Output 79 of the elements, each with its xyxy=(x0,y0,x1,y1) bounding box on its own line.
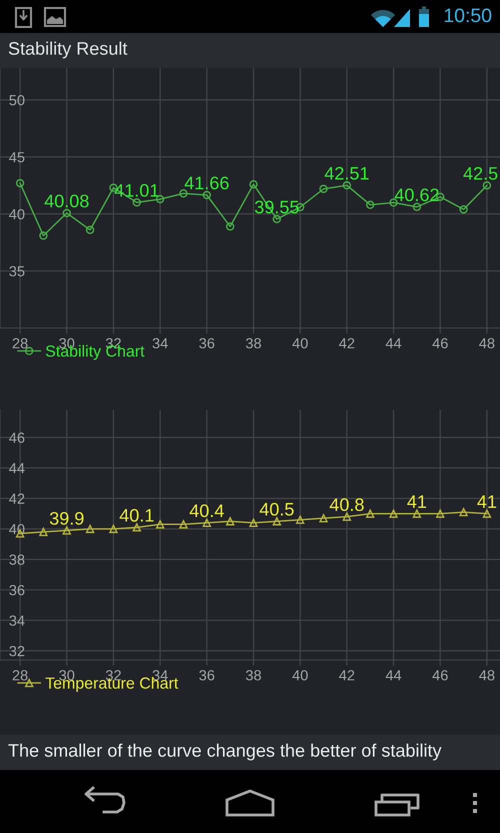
point xyxy=(319,184,328,194)
point xyxy=(16,179,24,188)
x-tick-label: 42 xyxy=(339,338,354,348)
data-label: 40.5 xyxy=(260,502,294,516)
x-tick-label: 36 xyxy=(199,670,214,680)
point xyxy=(389,509,398,518)
x-tick-label: 48 xyxy=(479,338,494,348)
data-label: 41 xyxy=(477,495,496,508)
point xyxy=(62,526,71,535)
point xyxy=(459,508,468,516)
y-tick-label: 42 xyxy=(9,494,24,504)
point xyxy=(226,517,234,526)
y-tick-label: 50 xyxy=(9,95,24,106)
y-tick-label: 40 xyxy=(9,209,24,220)
x-tick-label: 28 xyxy=(12,338,28,348)
point xyxy=(272,517,282,526)
point xyxy=(39,231,48,240)
chart-title: Stability Result xyxy=(8,42,128,58)
x-tick-label: 46 xyxy=(432,338,448,348)
point xyxy=(366,509,374,518)
x-tick-label: 28 xyxy=(12,670,28,680)
y-tick-label: 46 xyxy=(9,432,24,443)
point xyxy=(412,202,422,212)
x-tick-label: 46 xyxy=(432,670,448,680)
y-tick-label: 34 xyxy=(9,615,25,626)
y-tick-label: 38 xyxy=(9,554,24,565)
point xyxy=(39,528,48,536)
x-tick-label: 40 xyxy=(292,670,308,680)
point xyxy=(109,524,118,534)
x-tick-label: 38 xyxy=(246,670,261,680)
point xyxy=(366,200,374,210)
data-label: 40.08 xyxy=(44,194,89,208)
x-tick-label: 40 xyxy=(292,338,308,348)
point xyxy=(249,180,258,188)
point xyxy=(179,189,188,198)
point xyxy=(342,181,352,190)
data-label: 40.62 xyxy=(394,188,439,202)
data-label: 42.51 xyxy=(324,166,369,180)
point xyxy=(412,509,422,518)
point xyxy=(436,509,444,518)
data-label: 42.5 xyxy=(463,167,498,180)
point xyxy=(132,523,141,532)
data-label: 40.8 xyxy=(330,498,364,512)
point xyxy=(202,190,211,200)
point xyxy=(179,520,188,528)
x-tick-label: 48 xyxy=(479,670,494,680)
point xyxy=(482,509,492,518)
data-label: 41.66 xyxy=(184,176,229,190)
x-tick-label: 44 xyxy=(386,670,402,680)
point xyxy=(459,205,468,214)
point xyxy=(202,518,211,527)
point xyxy=(132,198,141,207)
text: The smaller of the curve changes the better of stability xyxy=(8,744,442,760)
y-tick-label: 35 xyxy=(9,266,24,276)
y-tick-label: 32 xyxy=(9,646,24,656)
text: 10:50 xyxy=(444,8,492,22)
point xyxy=(319,514,328,522)
data-label: 40.4 xyxy=(190,504,224,518)
point xyxy=(272,214,282,224)
point xyxy=(342,512,352,521)
point xyxy=(226,222,234,231)
point xyxy=(482,181,492,190)
x-tick-label: 44 xyxy=(386,338,402,348)
x-tick-label: 38 xyxy=(246,338,261,348)
data-label: 39.9 xyxy=(50,512,84,525)
point xyxy=(86,226,94,234)
y-tick-label: 44 xyxy=(9,463,25,474)
x-tick-label: 42 xyxy=(339,670,354,680)
point xyxy=(62,208,71,218)
x-tick-label: 34 xyxy=(152,338,168,348)
data-label: 41 xyxy=(407,495,426,508)
y-tick-label: 36 xyxy=(9,584,24,596)
point xyxy=(249,518,258,527)
x-tick-label: 36 xyxy=(199,338,214,348)
y-tick-label: 45 xyxy=(9,152,24,162)
point xyxy=(156,520,164,528)
point xyxy=(86,524,94,534)
point xyxy=(296,516,304,524)
data-label: 40.1 xyxy=(120,508,154,522)
